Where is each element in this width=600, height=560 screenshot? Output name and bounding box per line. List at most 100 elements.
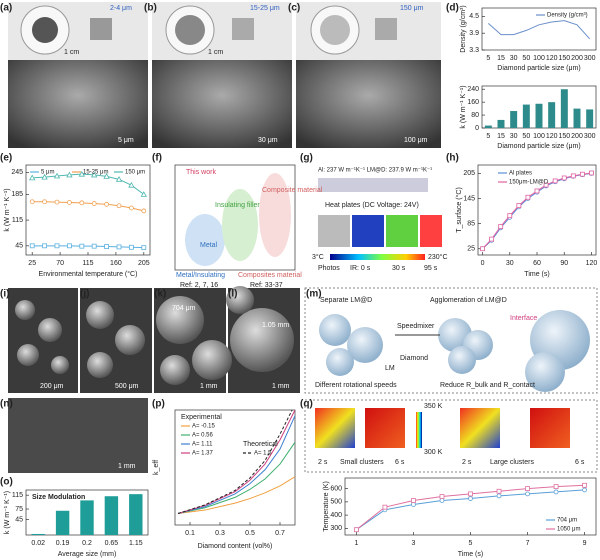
legend-label: 150 μm	[125, 170, 145, 176]
label: 1.05 mm	[262, 322, 289, 329]
marker	[128, 244, 134, 250]
marker	[553, 489, 559, 495]
panel-label: (n)	[0, 399, 13, 410]
label: Separate LM@D	[320, 297, 372, 304]
panel-label: (l)	[228, 289, 237, 300]
y-axis-label: Density (g/cm³)	[460, 5, 467, 52]
label: Speedmixer	[397, 323, 435, 330]
bar	[535, 103, 543, 128]
region	[222, 189, 258, 261]
marker	[66, 171, 73, 178]
x-axis-label: Time (s)	[524, 271, 549, 278]
sim-cube	[460, 408, 500, 448]
sample	[375, 18, 397, 40]
marker	[42, 199, 47, 205]
panel-label: (e)	[0, 153, 12, 164]
legend-label: 1050 μm	[557, 527, 580, 533]
marker	[468, 491, 473, 497]
panel-label: (c)	[288, 3, 300, 14]
series-line	[32, 201, 144, 212]
label: Al: 237 W m⁻¹K⁻¹ LM@D: 237.9 W m⁻¹K⁻¹	[318, 168, 432, 174]
label: IR: 0 s	[350, 265, 371, 272]
x-tick-label: 0.65	[105, 540, 119, 547]
sim-cube	[365, 408, 405, 448]
region	[259, 173, 291, 257]
marker	[582, 487, 587, 493]
marker	[79, 200, 85, 206]
marker	[79, 243, 85, 249]
y-axis-label: k (W m⁻¹ K⁻¹)	[4, 188, 11, 231]
label: 2-4 μm	[110, 5, 132, 12]
label: 2 s	[318, 459, 328, 466]
marker	[54, 199, 60, 205]
x-tick-label: 120	[586, 260, 598, 267]
y-tick-label: 0	[475, 125, 479, 132]
x-tick-label: 15	[497, 55, 505, 62]
scale-label: 5 μm	[118, 137, 134, 144]
y-tick-label: 3.3	[469, 47, 479, 54]
y-tick-label: 45	[15, 516, 23, 523]
marker	[141, 245, 147, 251]
x-tick-label: 9	[583, 540, 587, 547]
bar	[80, 500, 94, 535]
series-line	[177, 415, 295, 514]
scale-label: 200 μm	[40, 383, 64, 390]
colorbar	[330, 254, 425, 260]
x-tick-label: 90	[560, 260, 568, 267]
y-tick-label: 75	[15, 506, 23, 513]
panel-labels: (a) (b) (c) (d) (e) (f) (g) (h) (i) (j) …	[0, 3, 459, 488]
x-tick-label: 15	[497, 133, 505, 140]
marker	[128, 181, 135, 188]
marker	[42, 243, 47, 249]
sem-image	[296, 60, 441, 148]
label: 704 μm	[172, 305, 196, 312]
bar	[560, 89, 568, 128]
bar	[55, 510, 70, 535]
lm-diamond-spheres	[319, 310, 590, 392]
legend-heading: Experimental	[181, 414, 222, 421]
marker	[496, 488, 502, 494]
chart: 25 85 145 205 0 30 60 90 120 Time (s) T_surface (°…	[455, 164, 598, 278]
panel-label: (h)	[446, 153, 459, 164]
marker	[589, 170, 594, 176]
plot-frame	[481, 7, 597, 51]
y-tick-label: 205	[463, 170, 475, 177]
y-tick-label: 400	[330, 512, 342, 519]
x-axis-label: Time (s)	[458, 551, 483, 558]
marker	[140, 191, 147, 197]
chart-title: Size Modulation	[32, 494, 85, 501]
x-tick-label: 60	[533, 260, 541, 267]
marker	[496, 493, 502, 499]
marker	[525, 491, 530, 497]
x-tick-label: 1	[354, 540, 358, 547]
legend-label: Density (g/cm³)	[547, 13, 588, 19]
y-axis-label: T_surface (°C)	[455, 187, 463, 233]
bar	[548, 102, 556, 128]
panel-label: (o)	[0, 477, 13, 488]
photo	[318, 215, 350, 247]
marker	[67, 200, 72, 205]
marker	[553, 484, 559, 490]
marker	[498, 224, 504, 229]
marker	[579, 171, 585, 177]
y-tick-label: 115	[12, 492, 23, 499]
marker	[103, 173, 110, 179]
sample	[232, 18, 254, 40]
bar	[484, 125, 492, 128]
x-tick-label: 120	[546, 55, 558, 62]
plot-frame	[174, 409, 296, 526]
y-tick-label: 300	[330, 525, 342, 532]
x-tick-label: 5	[486, 133, 490, 140]
x-tick-label: 160	[110, 260, 122, 267]
y-tick-label: 245	[11, 169, 23, 176]
label: LM	[385, 365, 395, 372]
marker	[525, 486, 530, 492]
scale-label: 1 cm	[64, 49, 79, 56]
x-tick-label: 3	[412, 540, 416, 547]
label: Large clusters	[490, 459, 534, 466]
marker	[41, 173, 48, 180]
x-tick-label: 205	[138, 260, 150, 267]
marker	[489, 236, 495, 242]
marker	[411, 498, 416, 503]
